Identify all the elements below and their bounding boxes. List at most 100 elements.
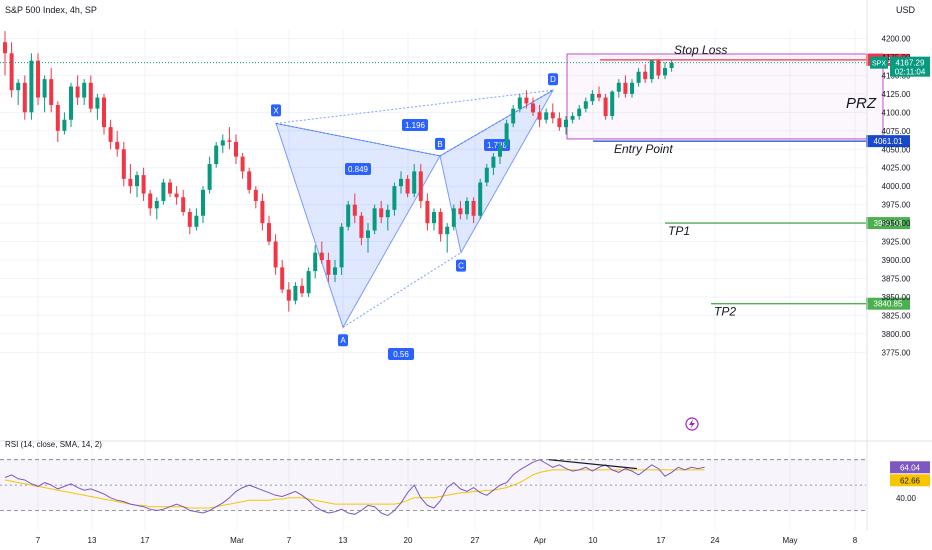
candle-body [181, 197, 186, 213]
candle-body [432, 212, 436, 224]
pattern-ratio-badge [484, 139, 510, 151]
candle-body [214, 145, 219, 165]
time-tick-label: May [782, 536, 797, 545]
candle-body [9, 53, 14, 91]
candle-body [207, 164, 212, 190]
candle-body [49, 79, 54, 105]
candle-body [121, 149, 126, 179]
pattern-ratio-badge [388, 348, 414, 360]
pattern-ratio-label: 0.849 [348, 165, 369, 174]
candle-body [412, 171, 417, 194]
candle-body [22, 82, 27, 113]
rsi-sma-line [4, 469, 705, 509]
candle-body [669, 62, 674, 69]
rsi-line [4, 459, 705, 517]
pattern-ac-line [342, 252, 462, 328]
time-tick-label: 17 [141, 536, 150, 545]
time-tick-label: 13 [339, 536, 348, 545]
price-tick-label: 4125.00 [882, 90, 911, 99]
candle-body [154, 200, 159, 209]
candle-body [293, 285, 298, 301]
candle-body [267, 223, 271, 242]
rsi-value-tag [890, 461, 930, 474]
last-price-countdown: 02:11:04 [895, 68, 926, 77]
candle-body [544, 112, 549, 120]
candle-body [339, 226, 344, 268]
candle-body [616, 82, 621, 92]
pattern-point-label: X [273, 106, 279, 115]
candle-body [128, 178, 133, 187]
currency-label: USD [896, 5, 916, 15]
candle-body [273, 241, 278, 268]
last-price-tag [890, 56, 930, 77]
candle-body [260, 200, 265, 224]
pattern-point-badge [548, 73, 558, 86]
candle-body [234, 141, 238, 157]
candle-body [108, 127, 113, 142]
rsi-pane: RSI (14, close, SMA, 14, 2) [0, 440, 932, 517]
time-tick-label: 8 [853, 536, 858, 545]
pattern-point-badge [338, 334, 348, 347]
candle-body [280, 267, 285, 290]
candle-body [253, 189, 258, 201]
candles [3, 31, 674, 312]
candle-body [610, 91, 615, 117]
candle-body [201, 189, 205, 216]
pattern-ratio-label: 1.728 [487, 141, 508, 150]
price-tick-label: 3950.00 [882, 219, 911, 228]
rsi-sma-value: 62.66 [900, 476, 921, 485]
candle-body [630, 82, 634, 94]
pattern-ratio-label: 1.196 [405, 121, 426, 130]
prz-box [566, 53, 884, 140]
lightning-icon [685, 417, 699, 431]
candle-body [511, 108, 516, 124]
candle-body [62, 119, 67, 131]
candle-body [346, 204, 351, 227]
price-tick-label: 3775.00 [882, 348, 911, 357]
pattern-point-label: A [340, 336, 346, 345]
candle-body [168, 182, 172, 194]
price-tick-label: 3875.00 [882, 274, 911, 283]
price-tick-label: 4000.00 [882, 182, 911, 191]
time-tick-label: 20 [404, 536, 413, 545]
pattern-xab [275, 122, 441, 329]
candle-body [570, 116, 575, 120]
candle-body [366, 230, 370, 238]
candle-body [649, 60, 654, 80]
candle-body [663, 68, 667, 76]
candle-body [465, 200, 469, 215]
time-tick-label: 24 [711, 536, 720, 545]
time-tick-label: 10 [589, 536, 598, 545]
candle-body [405, 178, 410, 194]
candle-body [220, 140, 225, 146]
candle-body [286, 289, 291, 301]
rsi-value: 64.04 [900, 463, 921, 472]
price-axis-tag-label: 3950.03 [874, 219, 903, 228]
candle-body [590, 93, 595, 102]
rsi-title: RSI (14, close, SMA, 14, 2) [5, 440, 102, 449]
candle-body [161, 182, 166, 201]
pattern-point-label: B [437, 140, 442, 149]
candle-body [319, 252, 324, 261]
candle-body [524, 97, 529, 104]
pattern-ratio-badge [402, 119, 428, 131]
price-tick-label: 3975.00 [882, 201, 911, 210]
price-axis-tag [866, 135, 910, 148]
price-tick-label: 3850.00 [882, 293, 911, 302]
level-name: Entry Point [614, 142, 673, 156]
price-tick-label: 4075.00 [882, 127, 911, 136]
candle-body [333, 267, 337, 275]
candle-body [504, 123, 509, 146]
rsi-axis-label: 40.00 [896, 494, 917, 503]
pattern-ratio-label: 0.56 [393, 350, 409, 359]
trade-levels: Stop Loss Entry Point TP1 TP2 [0, 43, 866, 319]
level-name: TP1 [668, 224, 690, 238]
last-price-symbol: SPX [872, 61, 886, 68]
candle-body [418, 171, 423, 201]
candle-body [300, 285, 304, 294]
candle-body [88, 82, 93, 109]
time-tick-label: Mar [230, 536, 244, 545]
candle-body [95, 97, 100, 109]
candle-body [29, 60, 34, 113]
